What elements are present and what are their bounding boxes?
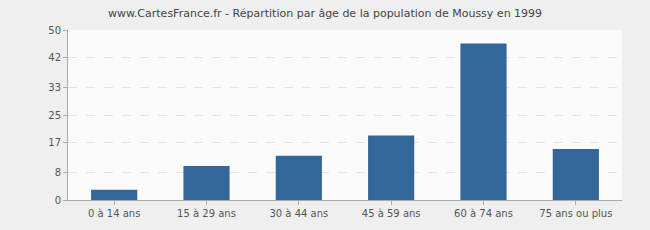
svg-text:33: 33 bbox=[48, 82, 61, 93]
svg-text:60 à 74 ans: 60 à 74 ans bbox=[454, 208, 513, 219]
svg-text:42: 42 bbox=[48, 52, 61, 63]
svg-text:25: 25 bbox=[48, 110, 61, 121]
svg-text:15 à 29 ans: 15 à 29 ans bbox=[177, 208, 236, 219]
svg-text:0: 0 bbox=[55, 195, 61, 206]
svg-text:30 à 44 ans: 30 à 44 ans bbox=[269, 208, 328, 219]
svg-text:50: 50 bbox=[48, 25, 61, 36]
svg-text:8: 8 bbox=[55, 167, 61, 178]
svg-text:www.CartesFrance.fr - Répartit: www.CartesFrance.fr - Répartition par âg… bbox=[108, 7, 542, 20]
svg-text:17: 17 bbox=[48, 137, 61, 148]
svg-text:45 à 59 ans: 45 à 59 ans bbox=[362, 208, 421, 219]
svg-text:0 à 14 ans: 0 à 14 ans bbox=[88, 208, 140, 219]
svg-text:75 ans ou plus: 75 ans ou plus bbox=[539, 208, 612, 219]
